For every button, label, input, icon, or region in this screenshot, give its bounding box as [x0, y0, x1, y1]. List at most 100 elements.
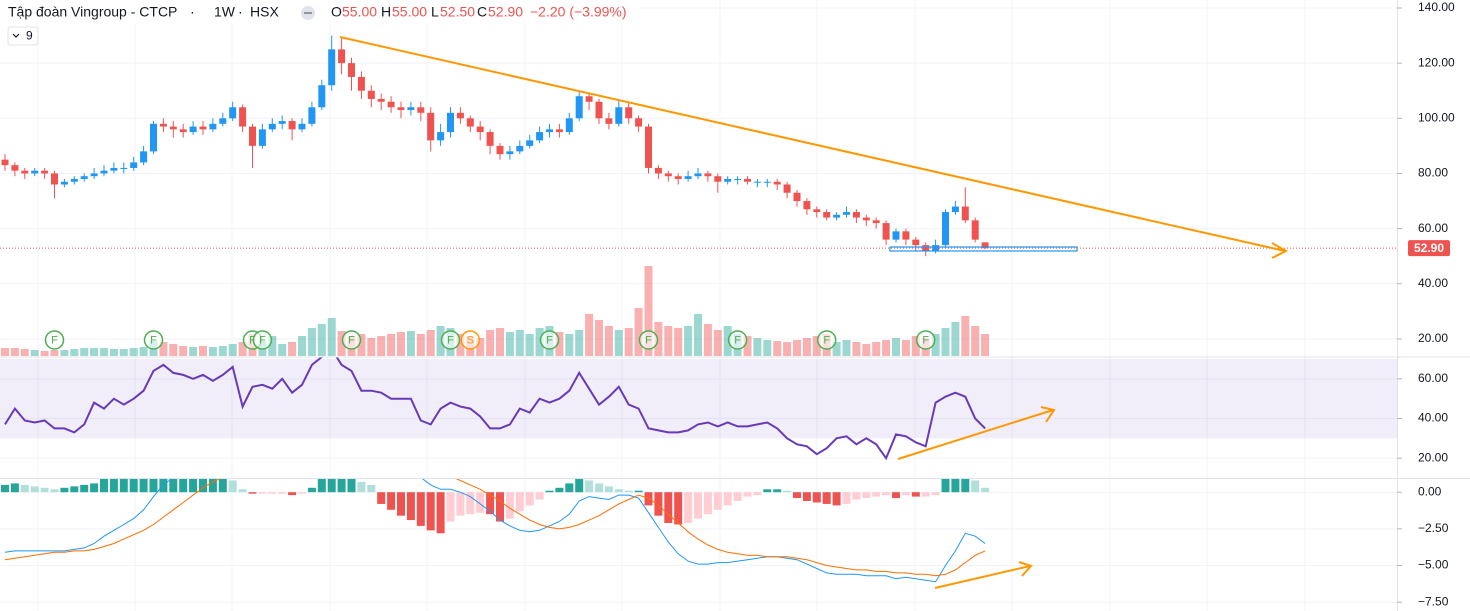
macd-histogram-bar [941, 479, 950, 493]
indicators-toggle[interactable] [7, 26, 39, 46]
y-tick-label: 80.00 [1418, 166, 1448, 180]
volume-bar [713, 330, 722, 356]
candle-body [922, 245, 930, 251]
macd-histogram-bar [119, 479, 128, 493]
volume-bar [298, 336, 306, 356]
macd-histogram-bar [812, 492, 821, 503]
volume-bar [882, 340, 891, 356]
y-tick-label: 60.00 [1418, 221, 1448, 235]
macd-histogram-bar [604, 486, 613, 493]
volume-bar [565, 334, 574, 356]
macd-histogram-bar [555, 487, 564, 493]
volume-bar [377, 336, 386, 356]
volume-bar [436, 326, 445, 356]
macd-histogram-bar [466, 492, 475, 515]
volume-bar [842, 340, 851, 356]
macd-histogram-bar [70, 486, 79, 493]
event-label: F [922, 334, 929, 346]
candle-body [209, 123, 217, 130]
volume-bar [159, 342, 168, 356]
candle-body [595, 101, 603, 119]
macd-histogram-bar [446, 492, 455, 522]
macd-histogram-bar [674, 492, 683, 525]
macd-histogram-bar [337, 479, 346, 493]
candle-body [872, 220, 880, 224]
candle-body [882, 223, 890, 240]
macd-histogram-bar [565, 483, 574, 493]
candle-body [447, 112, 454, 133]
macd-histogram-bar [199, 479, 207, 493]
y-tick-label: 120.00 [1418, 55, 1455, 69]
macd-histogram-bar [100, 479, 108, 493]
macd-histogram-bar [694, 492, 702, 519]
macd-histogram-bar [545, 490, 554, 493]
indicator-count: 9 [26, 29, 33, 43]
macd-histogram-bar [90, 483, 99, 493]
event-label: F [348, 334, 355, 346]
candle-body [199, 126, 207, 130]
volume-bar [763, 340, 772, 356]
volume-bar [60, 350, 69, 356]
volume-bar [218, 346, 227, 356]
macd-histogram-bar [50, 489, 59, 493]
macd-histogram-bar [30, 486, 39, 493]
candle-body [466, 118, 474, 127]
volume-bar [80, 348, 89, 356]
candle-body [912, 239, 920, 246]
volume-bar [694, 314, 702, 356]
volume-bar [555, 332, 564, 356]
macd-histogram-bar [802, 492, 811, 501]
volume-bar [783, 342, 792, 356]
volume-bar [169, 344, 178, 356]
macd-histogram-bar [327, 479, 336, 493]
event-label: F [150, 334, 157, 346]
macd-histogram-bar [763, 489, 772, 493]
volume-bar [139, 347, 148, 356]
candle-body [377, 98, 385, 102]
volume-bar [535, 328, 544, 356]
volume-bar [199, 346, 207, 356]
legend-l: 52.50 [440, 4, 475, 20]
volume-bar [476, 338, 485, 356]
candle-body [645, 126, 652, 168]
event-marker [915, 330, 936, 350]
volume-bar [723, 326, 732, 356]
macd-histogram-bar [10, 483, 19, 493]
candle-body [60, 181, 68, 185]
volume-bar [644, 266, 653, 356]
candle-body [249, 126, 256, 146]
macd-histogram-bar [436, 492, 445, 534]
candle-body [892, 231, 900, 240]
macd-histogram-bar [585, 480, 594, 493]
macd-histogram-bar [684, 492, 693, 523]
candle-body [506, 151, 514, 155]
macd-histogram-bar [525, 492, 534, 506]
volume-bar [812, 336, 821, 356]
volume-bar [327, 318, 336, 356]
macd-histogram-bar [476, 492, 485, 513]
candle-body [843, 212, 850, 215]
y-tick-label: 100.00 [1418, 110, 1455, 124]
macd-histogram-bar [397, 492, 405, 516]
macd-histogram-bar [357, 481, 366, 493]
last-price-label: 52.90 [1414, 241, 1444, 255]
legend-change: −2.20 (−3.99%) [530, 4, 627, 20]
y-tick-label: 40.00 [1418, 276, 1448, 290]
macd-histogram-bar [773, 489, 782, 493]
volume-bar [901, 340, 910, 356]
y-tick-label: 0.00 [1418, 484, 1442, 498]
candle-body [268, 123, 276, 130]
volume-bar [70, 349, 79, 356]
macd-histogram-bar [80, 484, 89, 493]
volume-bar [1, 348, 9, 356]
candle-body [773, 181, 781, 185]
volume-bar [664, 326, 673, 356]
volume-bar [595, 320, 603, 356]
legend-o-label: O [331, 4, 342, 20]
macd-histogram-bar [179, 479, 188, 493]
event-marker [44, 330, 65, 350]
separator: · [190, 4, 195, 20]
volume-bar [961, 316, 970, 356]
volume-bar [288, 342, 297, 356]
